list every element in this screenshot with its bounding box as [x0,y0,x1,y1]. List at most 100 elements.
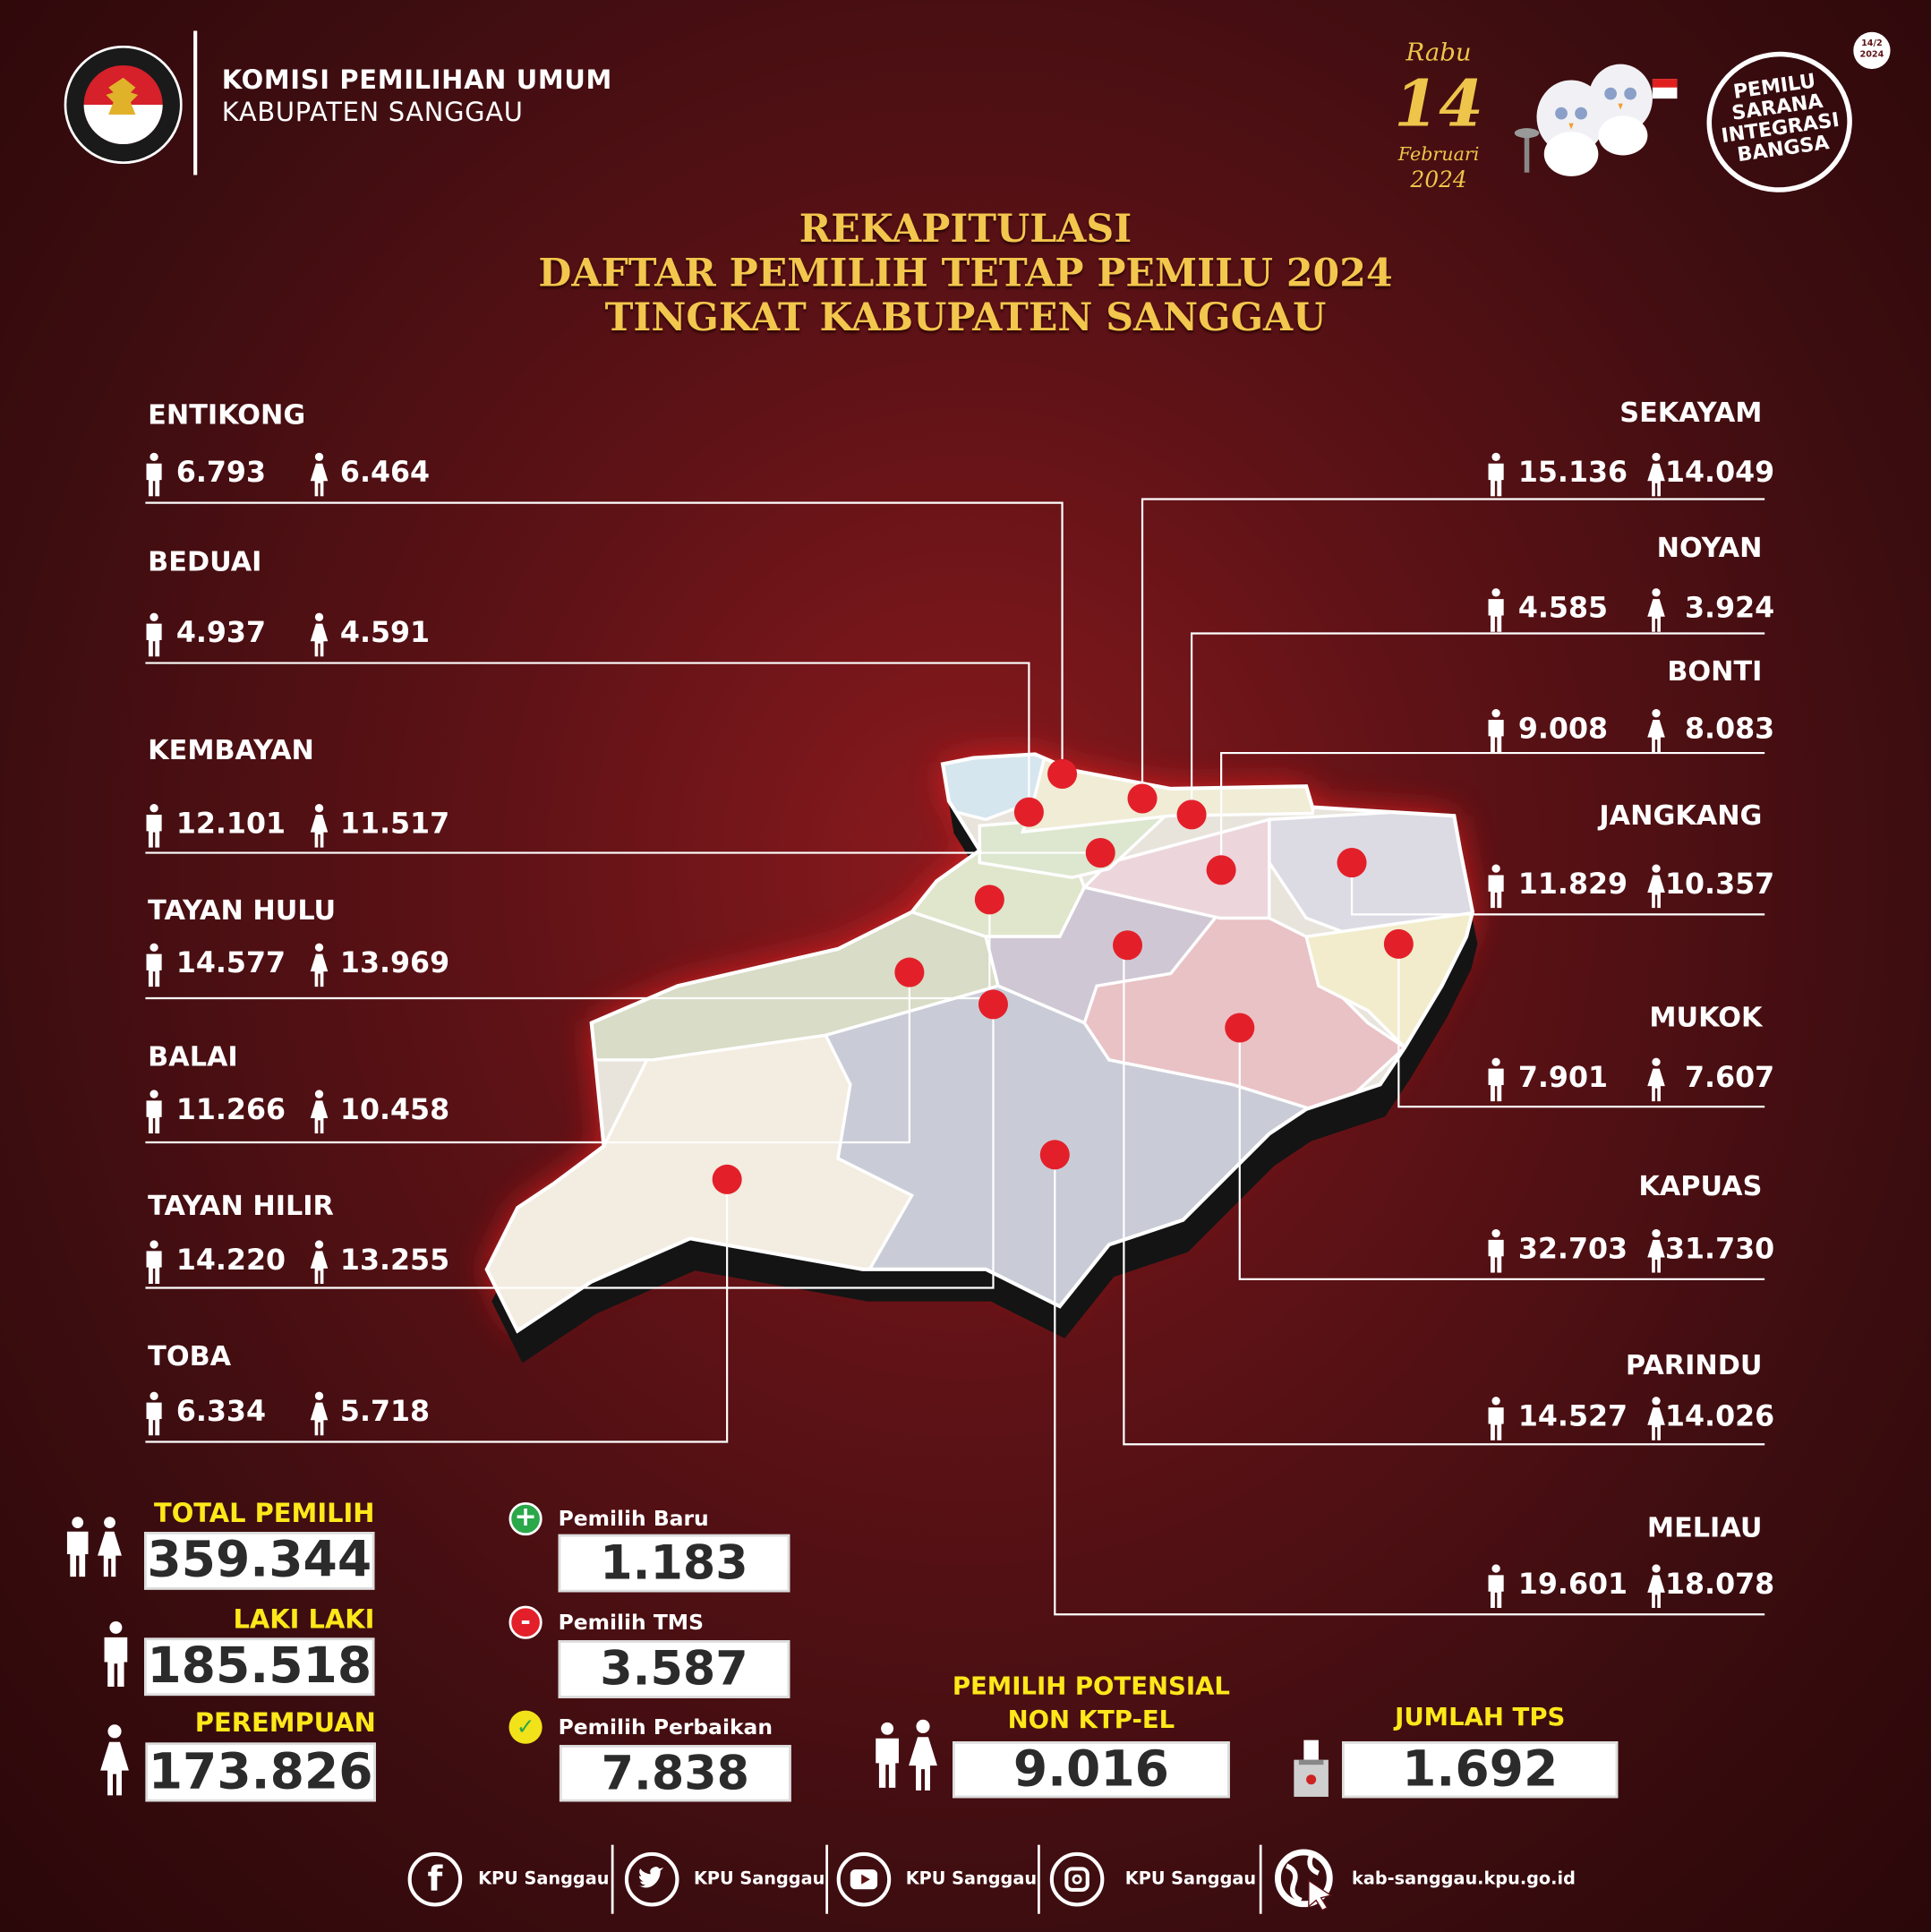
leader-line [145,1004,995,1289]
female-icon [98,1721,131,1799]
facebook-icon[interactable]: f [407,1851,463,1907]
youtube-icon[interactable] [836,1851,892,1907]
district-marker[interactable] [1383,928,1414,959]
female-icon [310,449,329,499]
total-voters-label: TOTAL PEMILIH [154,1498,375,1528]
district-name: SEKAYAM [1619,398,1763,430]
twitter-icon[interactable] [624,1851,679,1907]
male-icon [144,940,164,989]
male-icon [144,1389,164,1438]
female-icon [310,610,329,659]
fix-voters-value: 7.838 [559,1745,791,1802]
male-icon [1486,586,1506,635]
instagram-icon[interactable] [1049,1851,1105,1907]
female-icon [310,1087,329,1136]
district-marker[interactable] [712,1164,742,1194]
instagram-link[interactable]: KPU Sanggau [1124,1869,1257,1890]
male-icon [1486,1227,1506,1276]
district-marker[interactable] [1047,758,1078,789]
leader-line [145,501,1064,774]
total-voters-value: 359.344 [144,1532,375,1590]
male-icon [144,449,164,499]
district-marker[interactable] [974,885,1004,915]
youtube-link[interactable]: KPU Sanggau [905,1869,1038,1890]
globe-cursor-icon[interactable] [1274,1849,1338,1913]
people-icon [907,1715,939,1794]
new-voters-label: Pemilih Baru [558,1507,709,1533]
male-icon [1486,449,1506,499]
date-month: Februari [1397,142,1480,166]
leader-line [1220,751,1765,870]
female-icon [310,1389,329,1438]
female-count: 10.357 [1665,868,1775,902]
people-icon [64,1506,91,1587]
date-day: Rabu [1406,37,1472,67]
district-marker[interactable] [1013,797,1044,827]
male-icon [144,610,164,659]
female-icon [1646,1561,1666,1611]
district-marker[interactable] [1206,855,1236,885]
org-name: KOMISI PEMILIHAN UMUM [221,64,613,95]
district-name: MUKOK [1649,1003,1763,1034]
district-marker[interactable] [978,989,1008,1020]
district-marker[interactable] [1225,1013,1255,1043]
female-icon [1646,449,1666,499]
female-count: 10.458 [339,1094,450,1127]
male-count: 14.220 [175,1244,286,1278]
district-marker[interactable] [1127,783,1158,814]
male-count: 4.937 [175,617,267,650]
title-line-3: TINGKAT KABUPATEN SANGGAU [604,295,1327,340]
leader-line [1397,944,1765,1108]
district-name: TAYAN HULU [148,895,337,928]
website-link[interactable]: kab-sanggau.kpu.go.id [1352,1869,1576,1890]
male-count: 12.101 [175,808,286,841]
female-voters-value: 173.826 [145,1742,376,1802]
male-icon [1486,1055,1506,1104]
fix-voters-label: Pemilih Perbaikan [558,1715,773,1740]
female-count: 7.607 [1685,1062,1775,1095]
minus-icon: - [508,1605,543,1639]
male-icon [101,1614,131,1693]
facebook-link[interactable]: KPU Sanggau [478,1869,610,1890]
leader-line [1054,1154,1765,1616]
district-marker[interactable] [1112,930,1143,961]
leader-line [1123,945,1765,1446]
district-marker[interactable] [1085,838,1115,868]
map-outline [484,752,1475,1334]
male-voters-value: 185.518 [144,1637,375,1697]
leader-line [1190,632,1765,815]
mascot-illustration [1514,64,1678,176]
district-marker[interactable] [894,957,925,987]
male-count: 15.136 [1517,457,1628,490]
district-name: PARINDU [1625,1350,1763,1382]
header-divider [193,30,198,175]
district-name: KEMBAYAN [148,735,314,767]
potential-label-1: PEMILIH POTENSIAL [952,1671,1230,1701]
org-region: KABUPATEN SANGGAU [221,97,524,127]
district-name: BONTI [1667,656,1763,688]
leader-line [145,1179,729,1443]
district-name: KAPUAS [1638,1172,1763,1203]
tms-voters-value: 3.587 [558,1640,790,1698]
district-marker[interactable] [1039,1140,1070,1170]
potential-label-2: NON KTP-EL [1007,1704,1175,1734]
district-name: MELIAU [1646,1513,1763,1544]
footer-divider [1259,1844,1262,1914]
female-voters-label: PEREMPUAN [194,1707,376,1738]
tms-voters-label: Pemilih TMS [558,1611,704,1636]
district-marker[interactable] [1337,848,1367,878]
potential-value: 9.016 [953,1741,1230,1799]
male-icon [1486,1394,1506,1443]
district-name: BALAI [148,1042,238,1073]
male-count: 19.601 [1517,1569,1628,1602]
election-date-badge: Rabu 14 Februari 2024 [1380,37,1498,197]
female-count: 3.924 [1685,593,1775,625]
tps-value: 1.692 [1342,1741,1619,1799]
district-marker[interactable] [1176,799,1207,830]
kpu-logo [64,45,183,165]
male-count: 14.577 [175,947,286,980]
male-icon [1486,861,1506,910]
twitter-link[interactable]: KPU Sanggau [693,1869,825,1890]
people-icon [873,1715,902,1794]
